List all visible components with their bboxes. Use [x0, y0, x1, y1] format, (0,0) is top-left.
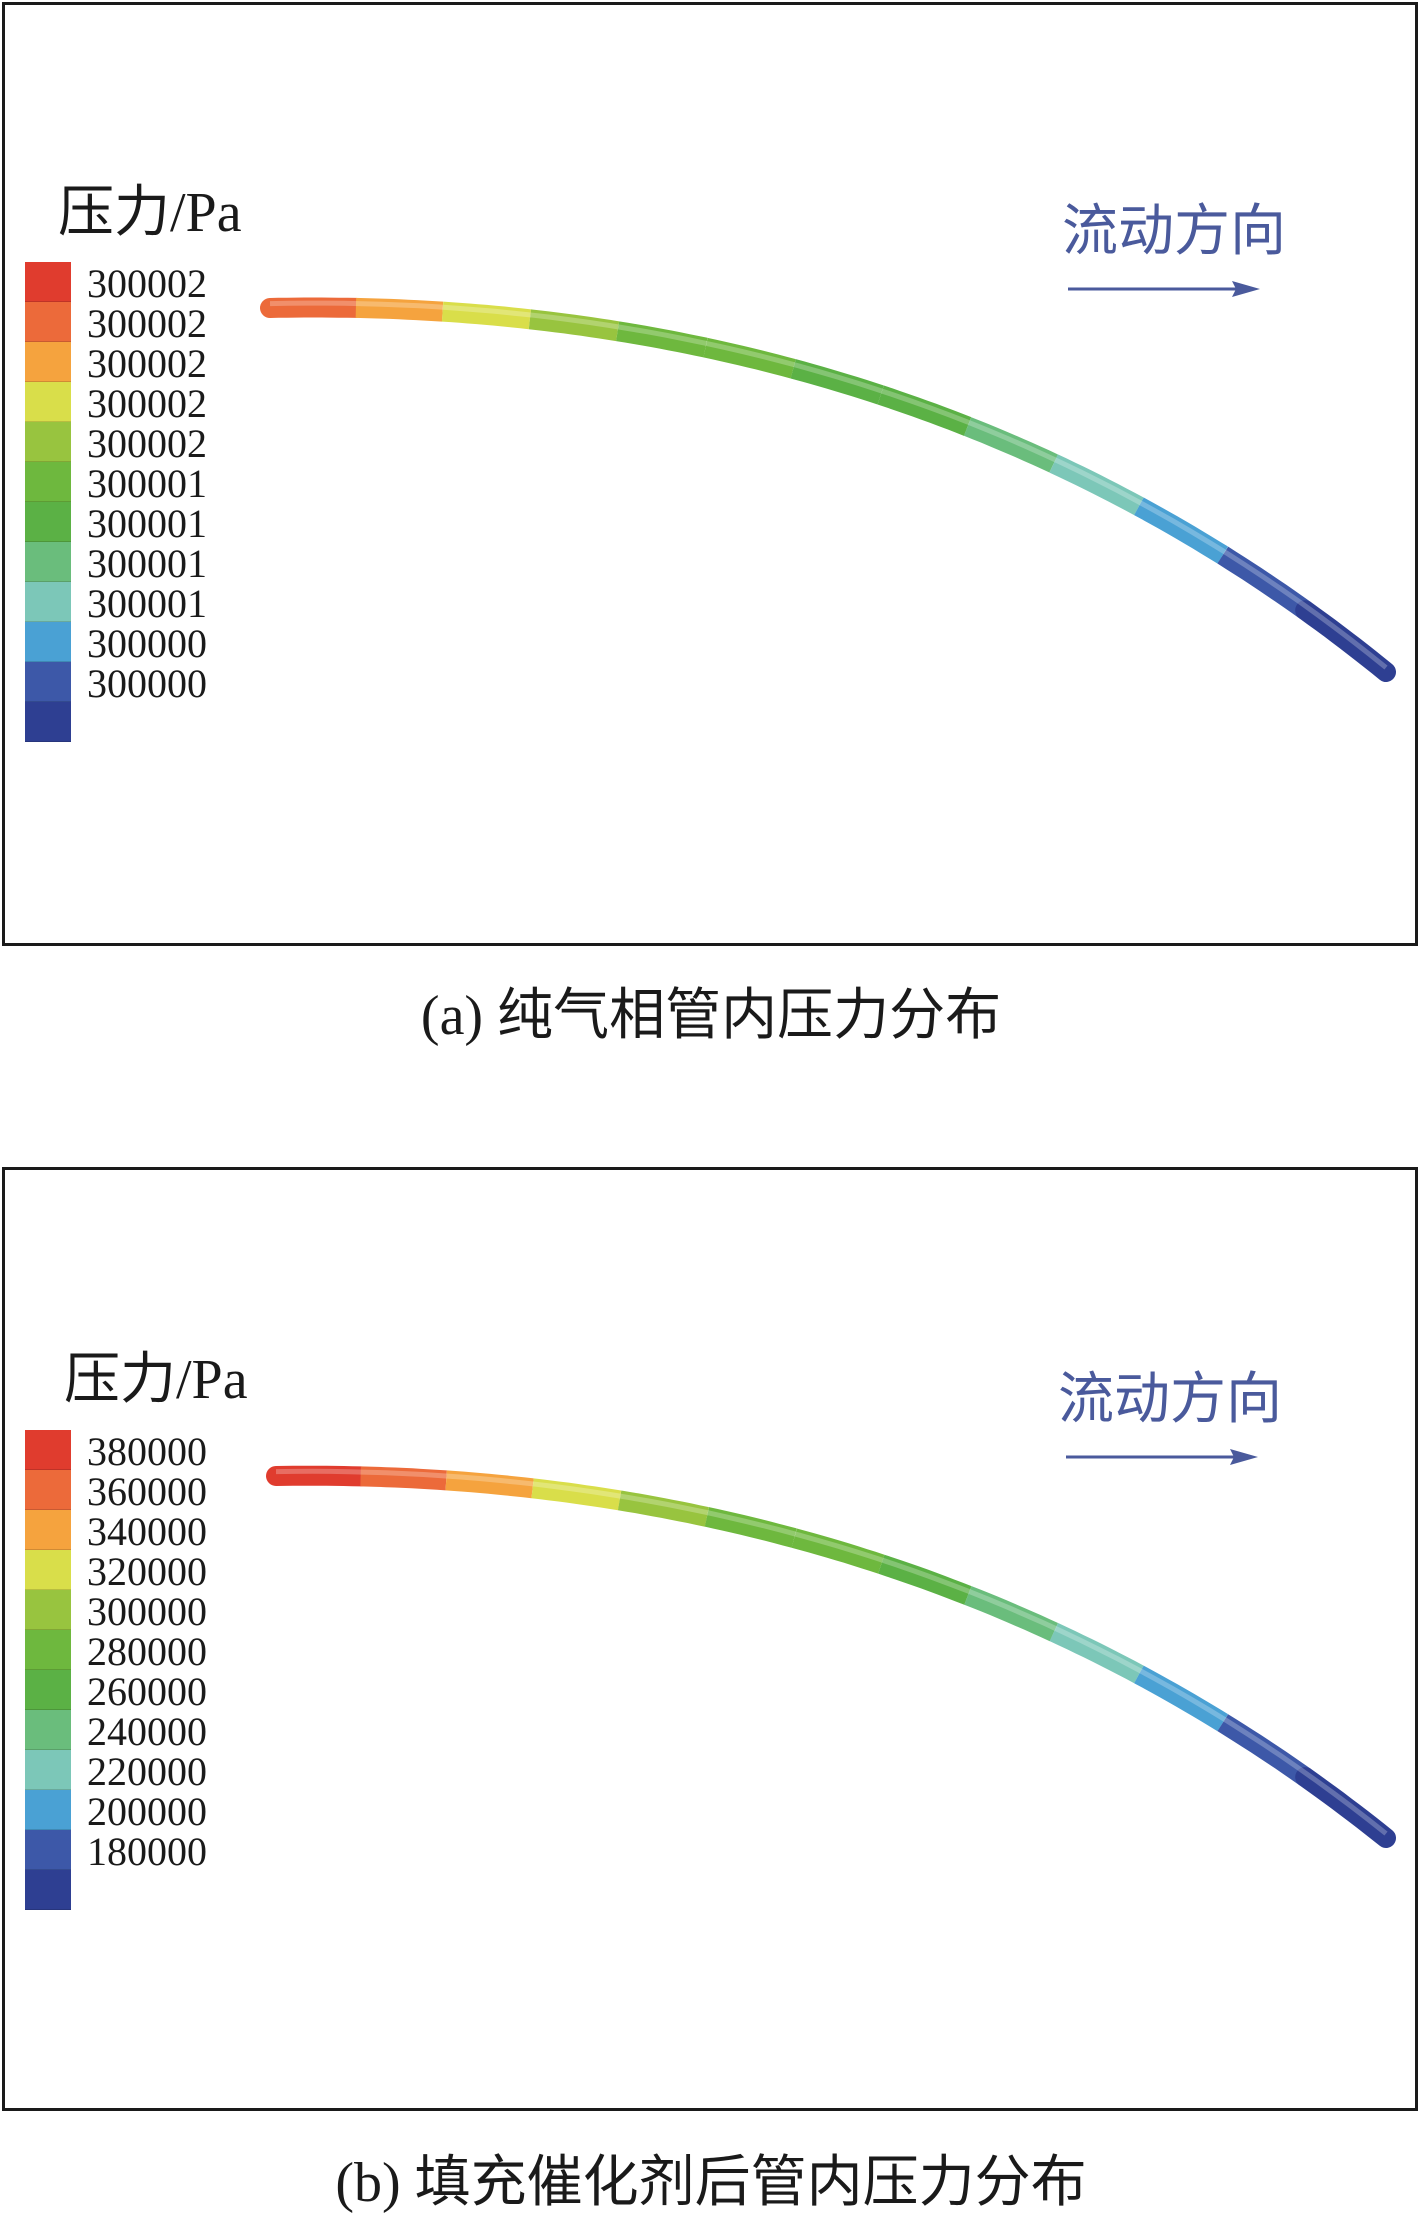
legend-swatch [25, 1510, 71, 1550]
legend-swatch [25, 1590, 71, 1630]
legend-value-label: 220000 [87, 1749, 207, 1794]
legend-swatch [25, 622, 71, 662]
legend-swatch [25, 382, 71, 422]
pipe-segment [790, 359, 884, 405]
pipe-highlight [269, 300, 1388, 670]
pipe-segment [528, 309, 620, 342]
legend-swatch [25, 262, 71, 302]
legend-swatch [25, 422, 71, 462]
legend-value-label: 300002 [87, 341, 207, 386]
caption-a: (a) 纯气相管内压力分布 [420, 985, 1002, 1047]
legend-swatch [25, 302, 71, 342]
legend-swatch [25, 662, 71, 702]
pipe-segment [1049, 454, 1144, 516]
legend-value-label: 360000 [87, 1469, 207, 1514]
legend-value-label: 300001 [87, 461, 207, 506]
legend-swatch [25, 1550, 71, 1590]
legend-value-label: 240000 [87, 1709, 207, 1754]
legend-value-label: 180000 [87, 1829, 207, 1874]
flow-direction-label-b: 流动方向 [1058, 1369, 1282, 1431]
caption-b: (b) 填充催化剂后管内压力分布 [335, 2152, 1087, 2214]
legend-value-label: 340000 [87, 1509, 207, 1554]
legend-swatch [25, 1750, 71, 1790]
legend-swatch [25, 702, 71, 742]
pipe-segment [1295, 600, 1396, 682]
legend-value-label: 280000 [87, 1629, 207, 1674]
legend-swatch [25, 1830, 71, 1870]
legend-swatch [25, 582, 71, 622]
legend-swatch [25, 1630, 71, 1670]
legend-value-label: 300000 [87, 661, 207, 706]
legend-swatch [25, 1870, 71, 1910]
legend-swatch [25, 502, 71, 542]
pipe-segment [963, 417, 1058, 473]
panel-a-frame [2, 2, 1418, 946]
legend-swatch [25, 542, 71, 582]
legend-title-b: 压力/Pa [64, 1349, 248, 1411]
legend-swatch [25, 1430, 71, 1470]
legend-value-label: 380000 [87, 1429, 207, 1474]
pipe-segment [355, 297, 444, 322]
panel-b-frame [2, 1167, 1418, 2111]
legend-value-label: 300001 [87, 501, 207, 546]
legend-value-label: 300000 [87, 1589, 207, 1634]
legend-value-label: 300002 [87, 261, 207, 306]
legend-value-label: 300000 [87, 621, 207, 666]
pipe-segment [1134, 497, 1228, 564]
pipe-segment [877, 385, 972, 436]
flow-direction-arrow-a [1068, 281, 1260, 297]
legend-swatch [25, 342, 71, 382]
legend-value-label: 300001 [87, 541, 207, 586]
legend-swatch [25, 1710, 71, 1750]
legend-title-a: 压力/Pa [58, 182, 242, 244]
legend-value-label: 300002 [87, 301, 207, 346]
pipe-segment [1217, 546, 1312, 619]
legend-swatch [25, 1470, 71, 1510]
legend-swatch [25, 462, 71, 502]
legend-value-label: 320000 [87, 1549, 207, 1594]
pipe-segment [260, 297, 366, 318]
legend-swatch [25, 1670, 71, 1710]
legend-value-label: 260000 [87, 1669, 207, 1714]
pipe-segment [441, 301, 532, 330]
pipe-a [260, 297, 1396, 682]
legend-value-label: 300002 [87, 421, 207, 466]
legend-value-label: 300001 [87, 581, 207, 626]
pipe-segment [616, 321, 708, 358]
pipe-segment [703, 337, 796, 379]
legend-swatch [25, 1790, 71, 1830]
legend-value-label: 300002 [87, 381, 207, 426]
flow-direction-label-a: 流动方向 [1062, 201, 1286, 263]
legend-value-label: 200000 [87, 1789, 207, 1834]
